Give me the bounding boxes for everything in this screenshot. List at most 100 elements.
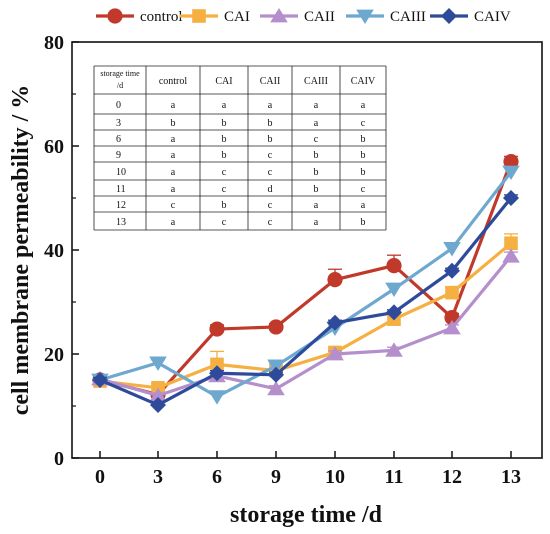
data-point <box>209 321 225 337</box>
table-cell: c <box>222 217 227 228</box>
table-cell: c <box>268 200 273 211</box>
data-point <box>502 165 520 180</box>
x-tick-label: 3 <box>153 466 163 488</box>
y-tick-label: 80 <box>44 32 64 54</box>
legend-label: CAIII <box>390 9 426 25</box>
table-cell: 0 <box>116 100 121 111</box>
legend-marker <box>356 9 374 24</box>
data-point <box>445 285 459 300</box>
table-cell: b <box>361 217 366 228</box>
data-point <box>326 346 344 361</box>
legend-marker <box>441 8 457 24</box>
series-caiv <box>92 190 519 413</box>
data-point <box>386 258 402 274</box>
data-point <box>149 387 167 402</box>
table-cell: b <box>314 167 319 178</box>
x-tick-label: 0 <box>95 466 105 488</box>
table-cell: a <box>171 150 176 161</box>
data-point <box>444 262 460 279</box>
table-cell: a <box>361 100 366 111</box>
data-point <box>327 314 343 331</box>
legend-item-caii: CAII <box>260 8 335 25</box>
table-cell: a <box>314 200 319 211</box>
table-cell: b <box>314 184 319 195</box>
table-cell: c <box>268 150 273 161</box>
table-cell: a <box>171 217 176 228</box>
table-header-cell: control <box>159 76 188 87</box>
table-cell: c <box>361 184 366 195</box>
y-tick-label: 60 <box>44 136 64 158</box>
series-line <box>99 242 513 390</box>
data-point <box>150 396 166 413</box>
table-cell: b <box>222 134 227 145</box>
table-cell: c <box>222 184 227 195</box>
table-cell: b <box>314 150 319 161</box>
table-cell: d <box>268 184 273 195</box>
x-tick-label: 13 <box>501 466 521 488</box>
table-cell: c <box>171 200 176 211</box>
y-tick-label: 40 <box>44 240 64 262</box>
table-cell: a <box>314 118 319 129</box>
data-point <box>386 304 402 321</box>
x-axis-title: storage time /d <box>230 502 383 528</box>
table-header-cell: CAIV <box>351 76 376 87</box>
table-cell: b <box>222 118 227 129</box>
data-point <box>92 372 108 388</box>
table-cell: b <box>361 134 366 145</box>
data-point <box>327 272 343 288</box>
table-cell: a <box>171 134 176 145</box>
x-tick-label: 9 <box>271 466 281 488</box>
table-cell: a <box>222 100 227 111</box>
y-axis-title: cell membrane permeability / % <box>8 85 34 416</box>
legend-label: control <box>140 9 183 25</box>
table-header-cell: /d <box>117 81 123 90</box>
table-cell: a <box>171 184 176 195</box>
data-point <box>267 380 285 396</box>
table-cell: c <box>222 167 227 178</box>
data-point <box>209 365 225 382</box>
legend-marker <box>107 8 123 24</box>
y-axis: 0 20 40 60 80 <box>44 32 79 470</box>
data-point <box>443 320 461 335</box>
plot-frame <box>71 41 543 459</box>
table-cell: 3 <box>116 118 121 129</box>
legend-label: CAII <box>304 9 335 25</box>
series-layer <box>91 154 520 413</box>
legend-label: CAIV <box>474 9 511 25</box>
legend-item-cai: CAI <box>180 9 250 25</box>
table-cell: b <box>268 118 273 129</box>
data-point <box>502 248 520 263</box>
x-tick-label: 11 <box>385 466 404 488</box>
table-header-cell: CAII <box>260 76 281 87</box>
y-tick-label: 20 <box>44 344 64 366</box>
table-cell: c <box>314 134 319 145</box>
table-header-cell: CAIII <box>304 76 328 87</box>
data-point <box>503 154 519 170</box>
table-cell: a <box>314 217 319 228</box>
table-cell: a <box>171 100 176 111</box>
data-point <box>268 366 284 383</box>
table-cell: c <box>268 167 273 178</box>
data-point <box>208 390 226 405</box>
x-axis: 0 3 6 9 10 11 12 13 <box>95 451 521 488</box>
table-cell: a <box>268 100 273 111</box>
table-cell: a <box>171 167 176 178</box>
table-cell: 13 <box>116 217 126 228</box>
table-cell: b <box>222 150 227 161</box>
table-cell: b <box>222 200 227 211</box>
data-point <box>149 356 167 371</box>
data-point <box>385 282 403 297</box>
table-cell: c <box>361 118 366 129</box>
legend-label: CAI <box>224 9 250 25</box>
table-cell: b <box>268 134 273 145</box>
data-point <box>503 190 519 206</box>
legend: control CAI CAII CAIII CAIV <box>96 8 511 25</box>
data-point <box>267 359 285 374</box>
data-point <box>385 342 403 357</box>
table-cell: b <box>361 150 366 161</box>
y-tick-label: 0 <box>54 448 64 470</box>
plot-area <box>71 41 543 459</box>
table-header-cell: CAI <box>215 76 232 87</box>
table-cell: 9 <box>116 150 121 161</box>
legend-item-control: control <box>96 8 183 25</box>
